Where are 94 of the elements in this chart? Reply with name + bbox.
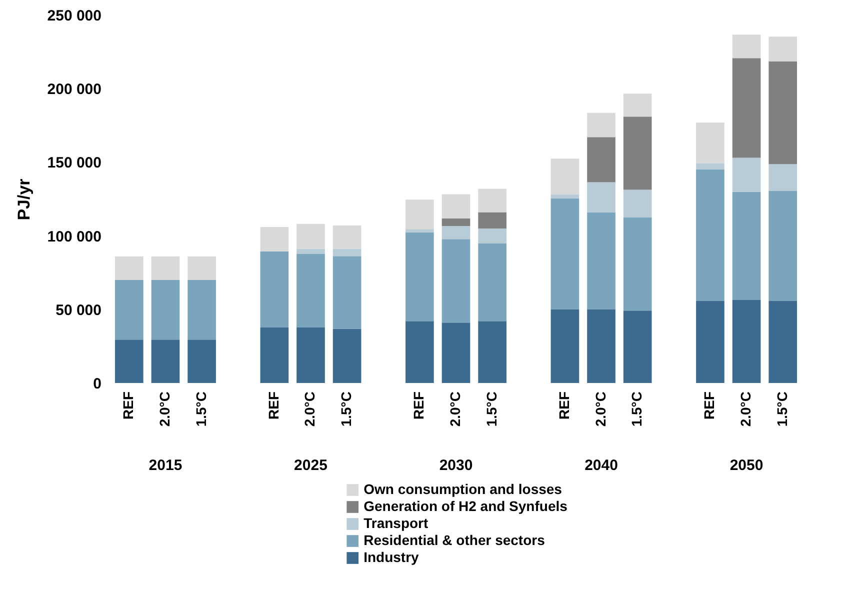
bar bbox=[732, 192, 761, 300]
bar bbox=[442, 239, 470, 323]
y-tick-label: 250 000 bbox=[47, 8, 102, 24]
bar bbox=[151, 256, 180, 280]
bar bbox=[296, 248, 325, 254]
bar bbox=[550, 198, 580, 310]
x-tick-label: REF bbox=[265, 391, 282, 420]
legend-label: Generation of H2 and Synfuels bbox=[364, 498, 568, 514]
bar bbox=[696, 169, 724, 302]
bar bbox=[188, 256, 216, 280]
bar bbox=[296, 254, 325, 328]
bar bbox=[732, 58, 761, 158]
bar bbox=[296, 224, 325, 249]
bar bbox=[587, 112, 616, 138]
bar bbox=[550, 158, 580, 194]
bar bbox=[114, 340, 144, 383]
bar bbox=[151, 340, 180, 383]
bar bbox=[768, 164, 798, 192]
bar bbox=[260, 328, 289, 383]
bar bbox=[478, 243, 506, 322]
bar bbox=[442, 226, 470, 240]
bar bbox=[696, 301, 724, 383]
bar bbox=[188, 280, 216, 340]
text: 2050 bbox=[730, 457, 764, 474]
y-axis-title: PJ/yr bbox=[14, 178, 34, 220]
bar bbox=[550, 310, 580, 383]
bar bbox=[332, 256, 362, 329]
bar bbox=[768, 62, 798, 164]
bar bbox=[768, 301, 798, 383]
y-tick-label: 0 bbox=[93, 376, 102, 392]
bar bbox=[623, 190, 652, 218]
bar bbox=[296, 328, 325, 383]
bar bbox=[732, 158, 761, 192]
text: 2030 bbox=[439, 457, 473, 474]
bar bbox=[587, 212, 616, 310]
legend-label: Own consumption and losses bbox=[364, 481, 562, 497]
bar bbox=[623, 94, 652, 117]
x-tick-label: REF bbox=[410, 391, 427, 420]
text: 2015 bbox=[148, 457, 182, 474]
bar bbox=[587, 137, 616, 182]
bar bbox=[188, 340, 216, 383]
x-tick-label: 1.5°C bbox=[338, 392, 354, 427]
bar bbox=[478, 228, 506, 244]
bar bbox=[550, 194, 580, 198]
bar bbox=[732, 34, 761, 58]
legend-label: Transport bbox=[364, 515, 429, 531]
x-tick-label: 1.5°C bbox=[774, 392, 790, 427]
x-tick-label: 2.0°C bbox=[156, 392, 172, 427]
bar bbox=[114, 256, 144, 280]
bar bbox=[442, 322, 470, 383]
y-tick-label: 200 000 bbox=[47, 81, 102, 98]
text: 2040 bbox=[584, 457, 618, 474]
bar bbox=[406, 232, 434, 322]
bar bbox=[332, 225, 362, 249]
x-tick-label: 2.0°C bbox=[738, 392, 754, 427]
x-tick-label: 2.0°C bbox=[592, 392, 608, 427]
bar bbox=[478, 321, 506, 383]
x-tick-label: REF bbox=[701, 391, 718, 420]
x-tick-label: REF bbox=[556, 391, 572, 420]
bar bbox=[623, 116, 652, 190]
bar bbox=[768, 36, 798, 62]
bar bbox=[406, 229, 434, 232]
bar bbox=[696, 163, 724, 170]
x-tick-label: 1.5°C bbox=[483, 392, 500, 427]
bar bbox=[623, 310, 652, 383]
bar bbox=[406, 200, 434, 230]
text: 2025 bbox=[294, 457, 328, 474]
bar bbox=[406, 321, 434, 383]
y-tick-label: 50 000 bbox=[56, 302, 102, 319]
y-tick-label: 100 000 bbox=[47, 228, 102, 246]
x-tick-label: REF bbox=[120, 391, 136, 420]
bar bbox=[696, 122, 724, 164]
bar bbox=[478, 212, 506, 228]
bar bbox=[478, 188, 506, 212]
bar bbox=[732, 300, 761, 383]
x-tick-label: 1.5°C bbox=[192, 392, 209, 427]
bar bbox=[332, 328, 362, 383]
y-tick-label: 150 000 bbox=[47, 154, 102, 172]
bar bbox=[260, 226, 289, 252]
bar bbox=[151, 280, 180, 340]
bar bbox=[587, 182, 616, 212]
legend-label: Residential & other sectors bbox=[364, 532, 546, 548]
x-tick-label: 1.5°C bbox=[628, 392, 645, 427]
bar bbox=[442, 218, 470, 226]
bar bbox=[260, 251, 289, 328]
bar bbox=[587, 310, 616, 383]
bar bbox=[623, 218, 652, 311]
bar bbox=[442, 194, 470, 218]
bar bbox=[332, 248, 362, 256]
x-tick-label: 2.0°C bbox=[302, 392, 318, 427]
legend-label: Industry bbox=[364, 549, 420, 565]
x-tick-label: 2.0°C bbox=[447, 392, 463, 427]
bar bbox=[768, 191, 798, 302]
bar bbox=[114, 280, 144, 340]
